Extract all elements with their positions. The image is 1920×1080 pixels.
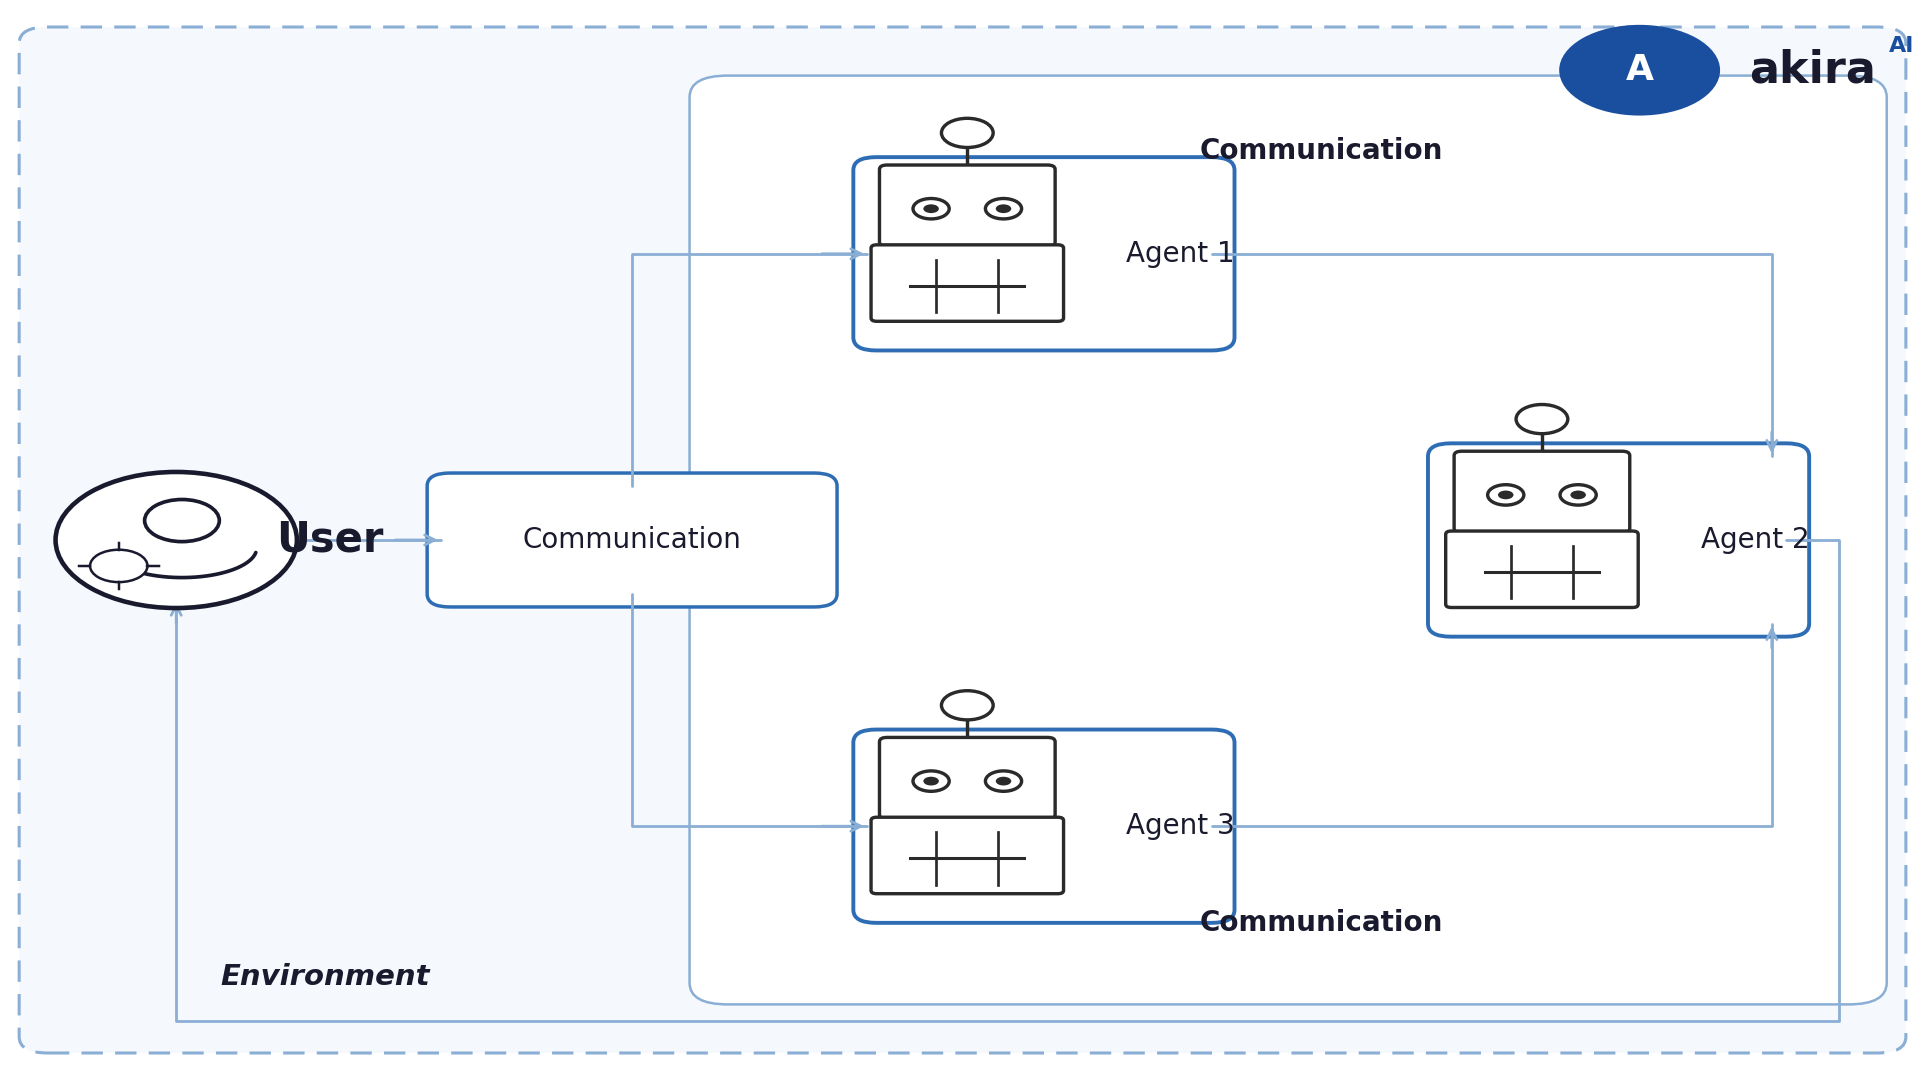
FancyBboxPatch shape: [852, 157, 1235, 350]
Circle shape: [914, 771, 948, 792]
FancyBboxPatch shape: [19, 27, 1907, 1053]
Text: Communication: Communication: [522, 526, 741, 554]
Circle shape: [1517, 405, 1569, 434]
FancyBboxPatch shape: [852, 730, 1235, 922]
Text: User: User: [276, 519, 384, 561]
Text: Communication: Communication: [1200, 137, 1444, 165]
Circle shape: [144, 499, 219, 541]
Text: AI: AI: [1889, 37, 1914, 56]
FancyBboxPatch shape: [689, 76, 1887, 1004]
Text: A: A: [1626, 53, 1653, 87]
Text: Communication: Communication: [1200, 909, 1444, 937]
FancyBboxPatch shape: [879, 165, 1056, 246]
Text: akira: akira: [1749, 49, 1876, 92]
Text: Environment: Environment: [221, 963, 430, 991]
Circle shape: [1571, 490, 1586, 499]
Circle shape: [914, 199, 948, 219]
FancyBboxPatch shape: [872, 818, 1064, 894]
Circle shape: [56, 472, 298, 608]
FancyBboxPatch shape: [879, 738, 1056, 819]
FancyBboxPatch shape: [1453, 451, 1630, 532]
Text: Agent 3: Agent 3: [1127, 812, 1235, 840]
FancyBboxPatch shape: [1428, 444, 1809, 637]
FancyBboxPatch shape: [872, 245, 1064, 321]
Circle shape: [996, 204, 1012, 213]
Circle shape: [996, 777, 1012, 785]
FancyBboxPatch shape: [1446, 531, 1638, 607]
FancyBboxPatch shape: [426, 473, 837, 607]
Text: Agent 1: Agent 1: [1127, 240, 1235, 268]
Circle shape: [941, 691, 993, 720]
Circle shape: [1488, 485, 1524, 505]
Circle shape: [924, 204, 939, 213]
Circle shape: [924, 777, 939, 785]
Circle shape: [90, 550, 148, 582]
Circle shape: [985, 199, 1021, 219]
Circle shape: [1561, 485, 1596, 505]
Text: Agent 2: Agent 2: [1701, 526, 1809, 554]
Circle shape: [941, 119, 993, 148]
Circle shape: [985, 771, 1021, 792]
Circle shape: [1559, 25, 1720, 116]
Circle shape: [1498, 490, 1513, 499]
